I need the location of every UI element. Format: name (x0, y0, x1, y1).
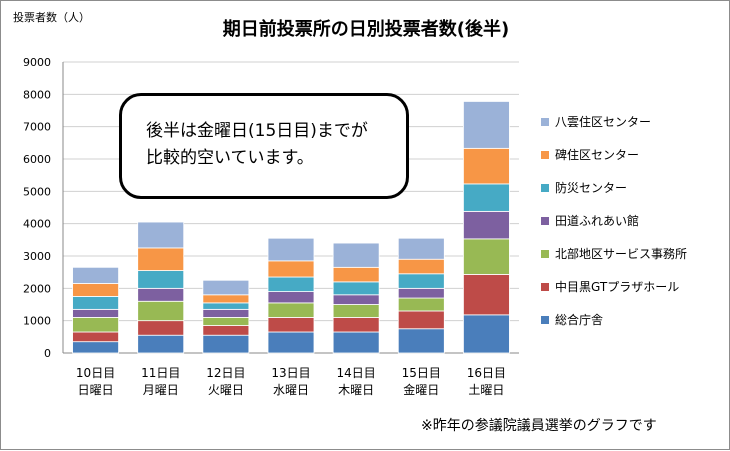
y-tick-label: 2000 (23, 282, 51, 295)
legend-label: 北部地区サービス事務所 (555, 246, 687, 261)
x-tick-label: 14日目 (337, 366, 376, 380)
y-axis-unit-label: 投票者数（人） (13, 11, 90, 24)
y-tick-label: 5000 (23, 185, 51, 198)
y-tick-label: 9000 (23, 56, 51, 69)
footnote: ※昨年の参議院議員選挙のグラフです (421, 418, 657, 434)
y-tick-label: 7000 (23, 121, 51, 134)
y-tick-label: 3000 (23, 250, 51, 263)
x-tick-label: 日曜日 (78, 383, 114, 397)
bar-segment (397, 287, 445, 299)
y-tick-label: 8000 (23, 88, 51, 101)
x-tick-label: 15日目 (402, 366, 441, 380)
bar-segment (397, 237, 445, 260)
legend-label: 田道ふれあい館 (555, 213, 639, 228)
bar-segment (332, 281, 380, 296)
bar-segment (72, 331, 119, 343)
callout-line-1: 後半は金曜日(15日目)までが (146, 121, 368, 141)
legend-swatch (541, 217, 549, 225)
bar-segment (72, 266, 119, 284)
legend-label: 中目黒GTプラザホール (555, 279, 679, 294)
bar-segment (137, 320, 185, 336)
legend-swatch (541, 118, 549, 126)
bar-segment (72, 283, 119, 297)
x-tick-label: 月曜日 (143, 383, 179, 397)
bar-segment (137, 270, 185, 289)
bar-segment (202, 294, 250, 304)
bar-segment (463, 147, 510, 185)
bar-segment (397, 310, 445, 330)
legend-swatch (541, 151, 549, 159)
bar-segment (202, 308, 250, 318)
x-tick-label: 金曜日 (403, 382, 439, 397)
bar-segment (137, 334, 185, 354)
bar-segment (72, 296, 119, 310)
bar-segment (463, 101, 510, 149)
bar-segment (332, 266, 380, 283)
legend-label: 総合庁舎 (555, 312, 603, 327)
callout-box: 後半は金曜日(15日目)までが 比較的空いています。 (119, 93, 409, 199)
bar-segment (332, 242, 380, 268)
bar-segment (463, 314, 510, 354)
y-tick-label: 4000 (23, 218, 51, 231)
bar-segment (332, 331, 380, 354)
bar-segment (72, 317, 119, 333)
bar-segment (72, 308, 119, 318)
bar-segment (267, 302, 315, 318)
x-tick-label: 土曜日 (468, 383, 504, 397)
legend-swatch (541, 184, 549, 192)
bar-segment (72, 341, 119, 354)
bar-segment (202, 302, 250, 310)
x-tick-label: 16日目 (467, 366, 506, 380)
legend-swatch (541, 250, 549, 258)
legend-label: 碑住区センター (555, 147, 639, 162)
bar-segment (397, 328, 445, 354)
bar-segment (137, 221, 185, 249)
bar-segment (397, 258, 445, 275)
bar-segment (137, 300, 185, 322)
y-tick-label: 6000 (23, 153, 51, 166)
legend-swatch (541, 316, 549, 324)
bar-segment (463, 183, 510, 212)
legend-swatch (541, 283, 549, 291)
legend-label: 八雲住区センター (555, 115, 651, 129)
legend-label: 防災センター (555, 180, 627, 195)
bar-segment (397, 297, 445, 312)
x-tick-label: 水曜日 (273, 383, 309, 397)
x-tick-label: 10日目 (76, 366, 115, 380)
bar-segment (397, 273, 445, 289)
bar-segment (202, 325, 250, 336)
bar-segment (463, 210, 510, 240)
x-tick-label: 13日目 (271, 366, 310, 380)
y-tick-label: 1000 (23, 315, 51, 328)
bar-segment (463, 238, 510, 275)
x-tick-label: 木曜日 (338, 383, 374, 397)
bar-segment (332, 294, 380, 305)
chart-title: 期日前投票所の日別投票者数(後半) (222, 19, 510, 40)
y-tick-label: 0 (44, 347, 51, 360)
bar-segment (332, 304, 380, 318)
x-tick-label: 火曜日 (208, 383, 244, 397)
callout-line-2: 比較的空いています。 (146, 148, 314, 168)
bar-segment (267, 317, 315, 333)
bar-segment (137, 287, 185, 302)
bar-segment (267, 276, 315, 292)
bar-segment (202, 279, 250, 296)
bars (72, 101, 510, 354)
bar-segment (202, 317, 250, 326)
x-tick-label: 11日目 (141, 366, 180, 380)
x-tick-label: 12日目 (206, 366, 245, 380)
bar-segment (463, 274, 510, 316)
bar-segment (267, 237, 315, 262)
bar-segment (137, 247, 185, 271)
bar-segment (267, 291, 315, 304)
bar-segment (202, 334, 250, 354)
legend: 八雲住区センター碑住区センター防災センター田道ふれあい館北部地区サービス事務所中… (541, 115, 687, 327)
bar-segment (332, 317, 380, 333)
bar-segment (267, 331, 315, 354)
y-axis-ticks: 0 1000 2000 3000 4000 5000 6000 7000 8000 9000 (23, 56, 51, 360)
bar-segment (267, 260, 315, 278)
